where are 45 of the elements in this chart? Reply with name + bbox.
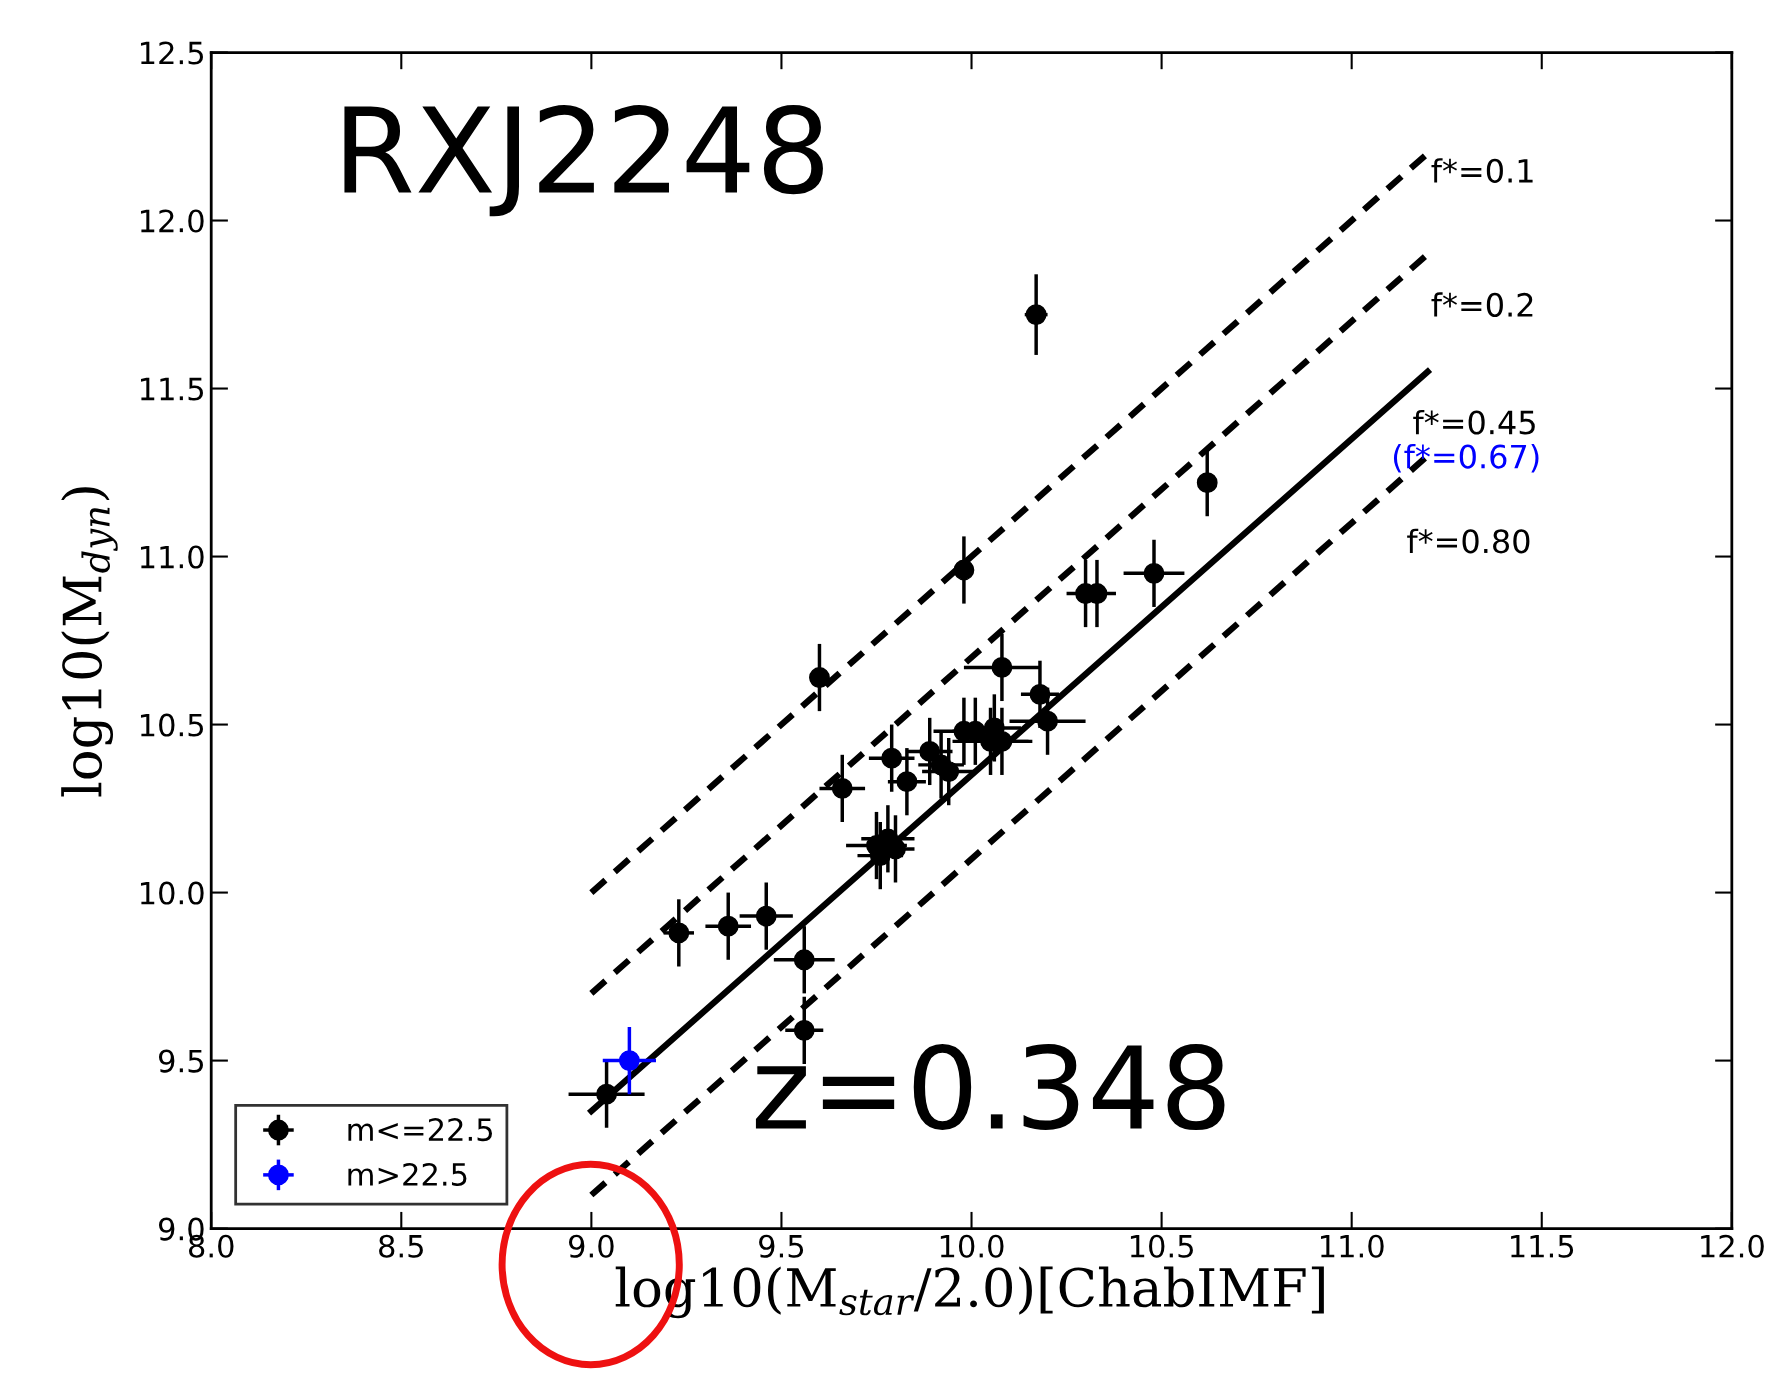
point — [919, 741, 941, 762]
legend-label: m>22.5 — [348, 1162, 467, 1187]
x-tick-label: 8.5 — [379, 1234, 423, 1258]
point — [881, 747, 903, 769]
annotation: f*=0.80 — [1407, 528, 1530, 554]
point — [668, 922, 690, 944]
y-axis-title: log10(M$_{dyn}$) — [61, 487, 118, 797]
x-tick-label: 12.0 — [1701, 1234, 1764, 1258]
x-tick-label: 11.0 — [1321, 1234, 1384, 1258]
x-tick-label: 9.5 — [759, 1234, 804, 1258]
point — [831, 777, 853, 799]
y-tick-label: 12.0 — [140, 209, 204, 233]
x-tick-label: 9.0 — [569, 1234, 614, 1258]
point — [938, 761, 960, 783]
annotation: f*=0.45 — [1413, 409, 1535, 435]
x-tick-label: 10.5 — [1130, 1234, 1193, 1258]
point — [793, 1019, 815, 1041]
point — [953, 559, 975, 581]
annotation: f*=0.2 — [1431, 292, 1533, 317]
point — [991, 657, 1013, 678]
y-tick-label: 9.5 — [159, 1049, 203, 1073]
point — [1196, 472, 1218, 494]
point — [618, 1050, 640, 1072]
legend-label: m<=22.5 — [348, 1118, 492, 1142]
point — [717, 915, 739, 937]
annotation: (f*=0.67) — [1393, 443, 1539, 473]
point — [1025, 304, 1047, 326]
point — [896, 771, 918, 793]
point — [1143, 562, 1165, 584]
point — [755, 905, 777, 927]
annotation: RXJ2248 — [344, 105, 823, 217]
y-tick-label: 11.0 — [140, 545, 204, 569]
point — [596, 1083, 617, 1105]
annotation: f*=0.1 — [1431, 158, 1533, 183]
point — [809, 667, 830, 688]
point — [793, 949, 815, 971]
x-tick-label: 11.5 — [1511, 1235, 1574, 1258]
y-tick-label: 11.5 — [140, 377, 203, 401]
y-tick-label: 10.0 — [140, 881, 204, 905]
point — [1029, 683, 1051, 705]
annotation: z=0.348 — [755, 1043, 1225, 1131]
point — [1037, 710, 1058, 732]
y-tick-label: 10.5 — [140, 713, 203, 737]
y-tick-label: 12.5 — [140, 41, 203, 65]
x-tick-label: 10.0 — [940, 1234, 1004, 1258]
